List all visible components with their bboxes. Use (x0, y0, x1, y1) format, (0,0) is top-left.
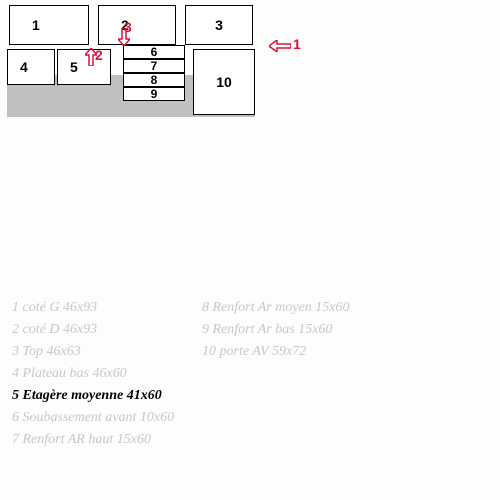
panel-b3: 3 (185, 5, 253, 45)
legend-item: 4 Plateau bas 46x60 (12, 366, 127, 382)
panel-b6: 6 (123, 45, 185, 59)
panel-b7: 7 (123, 59, 185, 73)
panel-b1: 1 (9, 5, 89, 45)
panel-number: 3 (215, 17, 223, 33)
panel-b10: 10 (193, 49, 255, 115)
arrow-icon-a1 (269, 40, 291, 54)
legend-item: 2 coté D 46x93 (12, 322, 97, 338)
arrow-icon-a3 (118, 28, 130, 48)
legend-item: 9 Renfort Ar bas 15x60 (202, 322, 332, 338)
diagram-stage: 12345678910123 (7, 5, 307, 123)
panel-number: 9 (151, 87, 158, 101)
arrow-icon-a2 (85, 48, 97, 68)
legend-item: 7 Renfort AR haut 15x60 (12, 432, 151, 448)
arrow-label-a1: 1 (293, 36, 301, 52)
legend-item: 5 Etagère moyenne 41x60 (12, 388, 162, 404)
panel-b2: 2 (98, 5, 176, 45)
panel-b4: 4 (7, 49, 55, 85)
panel-number: 8 (151, 73, 158, 87)
legend-item: 1 coté G 46x93 (12, 300, 97, 316)
legend-item: 8 Renfort Ar moyen 15x60 (202, 300, 350, 316)
legend-item: 3 Top 46x63 (12, 344, 81, 360)
panel-number: 4 (20, 59, 28, 75)
legend-item: 10 porte AV 59x72 (202, 344, 306, 360)
panel-b8: 8 (123, 73, 185, 87)
legend-item: 6 Soubassement avant 10x60 (12, 410, 174, 426)
panel-number: 10 (216, 74, 232, 90)
panel-b9: 9 (123, 87, 185, 101)
panel-number: 6 (151, 45, 158, 59)
panel-number: 5 (70, 59, 78, 75)
panel-number: 7 (151, 59, 158, 73)
panel-number: 1 (32, 17, 40, 33)
